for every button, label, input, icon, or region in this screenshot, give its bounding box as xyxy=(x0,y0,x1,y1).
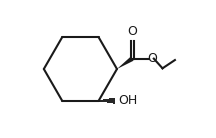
Text: O: O xyxy=(127,25,137,38)
Polygon shape xyxy=(117,57,133,69)
Text: OH: OH xyxy=(118,94,138,107)
Text: O: O xyxy=(147,52,157,65)
